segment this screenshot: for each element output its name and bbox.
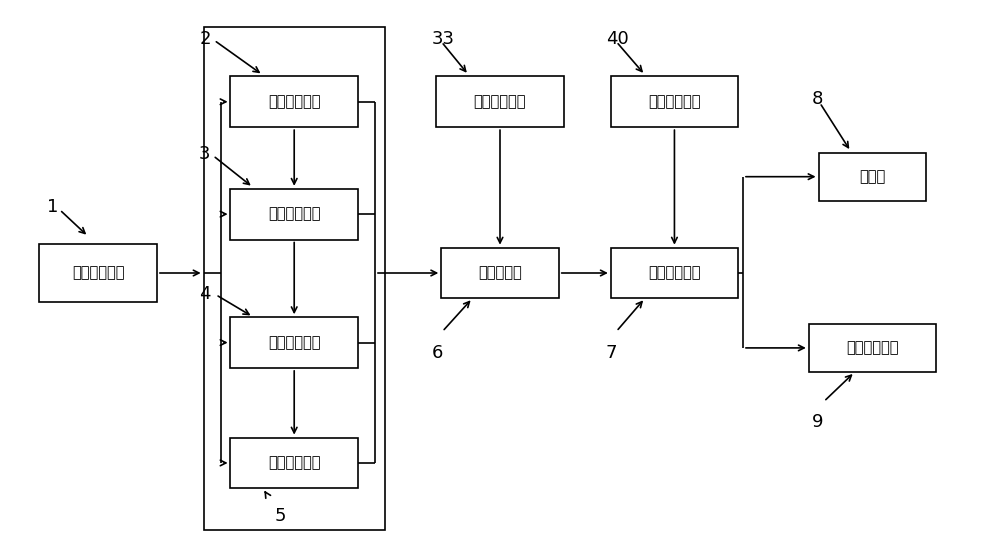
Text: 设备盘存模块: 设备盘存模块 [474, 94, 526, 109]
Text: 远程显示单元: 远程显示单元 [846, 340, 899, 355]
Text: 中央处理器: 中央处理器 [478, 265, 522, 281]
Text: 2: 2 [199, 29, 211, 48]
Bar [230, 437, 358, 488]
Text: 显示器: 显示器 [859, 169, 886, 184]
Text: 3: 3 [199, 145, 211, 163]
Bar [230, 317, 358, 368]
Text: 40: 40 [606, 29, 629, 48]
Text: 9: 9 [812, 413, 823, 431]
Bar [611, 247, 738, 299]
Text: 数据报警模块: 数据报警模块 [648, 265, 701, 281]
Bar [230, 189, 358, 240]
Bar [611, 76, 738, 127]
Bar [204, 27, 385, 530]
Bar [809, 324, 936, 372]
Bar [818, 153, 926, 201]
Text: 33: 33 [431, 29, 454, 48]
Text: 数据监测模块: 数据监测模块 [268, 94, 320, 109]
Bar [39, 244, 157, 302]
Text: 安全反馈模块: 安全反馈模块 [648, 94, 701, 109]
Text: 数据储存模块: 数据储存模块 [268, 206, 320, 222]
Text: 1: 1 [47, 198, 59, 216]
Bar [230, 76, 358, 127]
Text: 5: 5 [275, 507, 286, 525]
Text: 4: 4 [199, 285, 211, 303]
Text: 模型操作平台: 模型操作平台 [72, 265, 124, 281]
Text: 数据分析模块: 数据分析模块 [268, 335, 320, 350]
Bar [441, 247, 559, 299]
Bar [436, 76, 564, 127]
Text: 6: 6 [431, 343, 443, 361]
Text: 8: 8 [812, 90, 823, 108]
Text: 数据对比模块: 数据对比模块 [268, 455, 320, 471]
Text: 7: 7 [606, 343, 617, 361]
